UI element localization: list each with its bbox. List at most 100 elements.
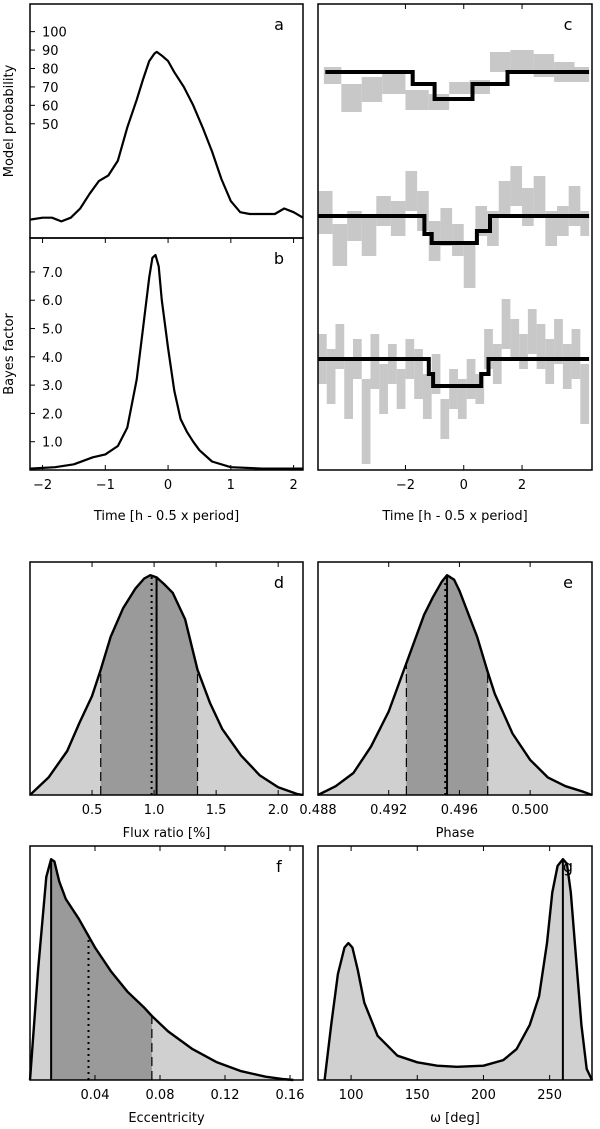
error-band-c2 xyxy=(318,191,333,234)
error-band-c3 xyxy=(387,344,397,384)
panel-frame-c xyxy=(317,3,593,471)
error-band-c1 xyxy=(382,72,406,94)
x-tick-label-b: 2 xyxy=(289,478,297,493)
y-tick-label-b: 3.0 xyxy=(42,379,63,394)
error-band-c2 xyxy=(376,196,391,226)
panel-label-e: e xyxy=(563,573,573,592)
x-tick-label-g: 200 xyxy=(471,1088,496,1103)
x-tick-label-f: 0.04 xyxy=(81,1088,110,1103)
error-band-c2 xyxy=(390,201,406,236)
x-tick-label-d: 1.0 xyxy=(144,803,165,818)
error-band-c3 xyxy=(536,324,546,369)
error-band-c2 xyxy=(568,186,581,226)
error-band-c2 xyxy=(498,181,511,216)
panel-frame-b xyxy=(29,237,304,471)
posterior-curve-e xyxy=(317,574,593,797)
y-tick-label-b: 7.0 xyxy=(42,266,63,281)
error-band-c3 xyxy=(554,319,563,364)
data-line-a xyxy=(29,50,304,223)
error-band-c1 xyxy=(341,84,362,112)
error-band-c3 xyxy=(396,369,406,409)
x-tick-label-g: 100 xyxy=(339,1088,364,1103)
panel-frame-a xyxy=(29,3,304,239)
error-band-c3 xyxy=(440,399,450,439)
error-band-c1 xyxy=(449,82,470,94)
error-band-c2 xyxy=(332,224,348,266)
x-tick-label-e: 0.492 xyxy=(370,803,407,818)
error-band-c2 xyxy=(510,166,523,206)
error-band-c3 xyxy=(519,334,528,369)
error-band-c2 xyxy=(487,211,499,246)
panel-label-b: b xyxy=(274,249,284,268)
y-tick-label-a: 70 xyxy=(42,81,59,96)
x-axis-label-b: Time [h - 0.5 x period] xyxy=(93,509,239,524)
error-band-c3 xyxy=(571,329,581,379)
model-step-line-c3 xyxy=(318,357,590,388)
model-step-line-c2 xyxy=(318,214,590,245)
panel-frame-f xyxy=(29,845,304,1081)
error-band-c3 xyxy=(431,354,441,394)
panel-label-f: f xyxy=(276,857,282,876)
error-band-c2 xyxy=(347,211,362,241)
x-axis-label-e: Phase xyxy=(436,826,475,841)
x-tick-label-c: 0 xyxy=(460,478,468,493)
error-band-c3 xyxy=(501,299,511,349)
x-tick-label-b: −1 xyxy=(96,478,115,493)
error-band-c3 xyxy=(527,309,537,354)
x-tick-label-f: 0.12 xyxy=(211,1088,240,1103)
posterior-curve-f xyxy=(28,858,294,1082)
x-tick-label-f: 0.16 xyxy=(276,1088,305,1103)
x-tick-label-d: 0.5 xyxy=(82,803,103,818)
error-band-c2 xyxy=(522,188,534,226)
error-band-c1 xyxy=(405,90,429,110)
error-band-c3 xyxy=(545,339,555,384)
y-tick-label-b: 1.0 xyxy=(42,436,63,451)
error-band-c3 xyxy=(457,379,467,419)
y-tick-label-b: 2.0 xyxy=(42,407,63,422)
error-band-c3 xyxy=(414,349,423,399)
y-tick-label-a: 100 xyxy=(42,26,67,41)
x-tick-label-c: 2 xyxy=(518,478,526,493)
x-tick-label-e: 0.488 xyxy=(299,803,336,818)
data-line-b xyxy=(29,253,303,470)
error-band-c2 xyxy=(557,206,569,236)
x-tick-label-e: 0.496 xyxy=(441,803,478,818)
credible-interval-area-g xyxy=(560,859,571,1080)
panel-label-a: a xyxy=(274,15,284,34)
x-axis-label-g: ω [deg] xyxy=(430,1111,480,1126)
panel-frame-d xyxy=(29,561,304,796)
x-tick-label-b: −2 xyxy=(33,478,52,493)
x-axis-label-f: Eccentricity xyxy=(128,1111,205,1126)
y-tick-label-b: 4.0 xyxy=(42,351,63,366)
y-tick-label-a: 60 xyxy=(42,99,59,114)
error-band-c3 xyxy=(510,319,520,359)
y-axis-label-b: Bayes factor xyxy=(2,313,17,395)
x-tick-label-d: 1.5 xyxy=(206,803,227,818)
error-band-c2 xyxy=(440,208,453,246)
y-tick-label-b: 6.0 xyxy=(42,294,63,309)
panel-frame-e xyxy=(317,561,593,796)
error-band-c2 xyxy=(475,206,488,236)
y-tick-label-b: 5.0 xyxy=(42,323,63,338)
y-tick-label-a: 50 xyxy=(42,118,59,133)
error-band-c2 xyxy=(580,211,590,236)
panel-label-d: d xyxy=(274,573,284,592)
model-step-line-c1 xyxy=(325,70,590,101)
error-band-c3 xyxy=(475,374,485,404)
error-band-c2 xyxy=(361,216,377,256)
x-tick-label-d: 2.0 xyxy=(268,803,289,818)
x-tick-label-b: 0 xyxy=(164,478,172,493)
x-tick-label-g: 250 xyxy=(537,1088,562,1103)
posterior-curve-g xyxy=(323,858,594,1081)
error-band-c2 xyxy=(417,191,429,231)
x-tick-label-e: 0.500 xyxy=(512,803,549,818)
error-band-c3 xyxy=(422,374,432,419)
error-band-c3 xyxy=(484,329,493,369)
error-band-c1 xyxy=(510,50,534,70)
error-band-c3 xyxy=(580,364,590,424)
error-band-c3 xyxy=(562,344,572,389)
error-band-c1 xyxy=(489,52,511,72)
error-band-c2 xyxy=(452,224,464,256)
error-band-c2 xyxy=(545,211,558,246)
